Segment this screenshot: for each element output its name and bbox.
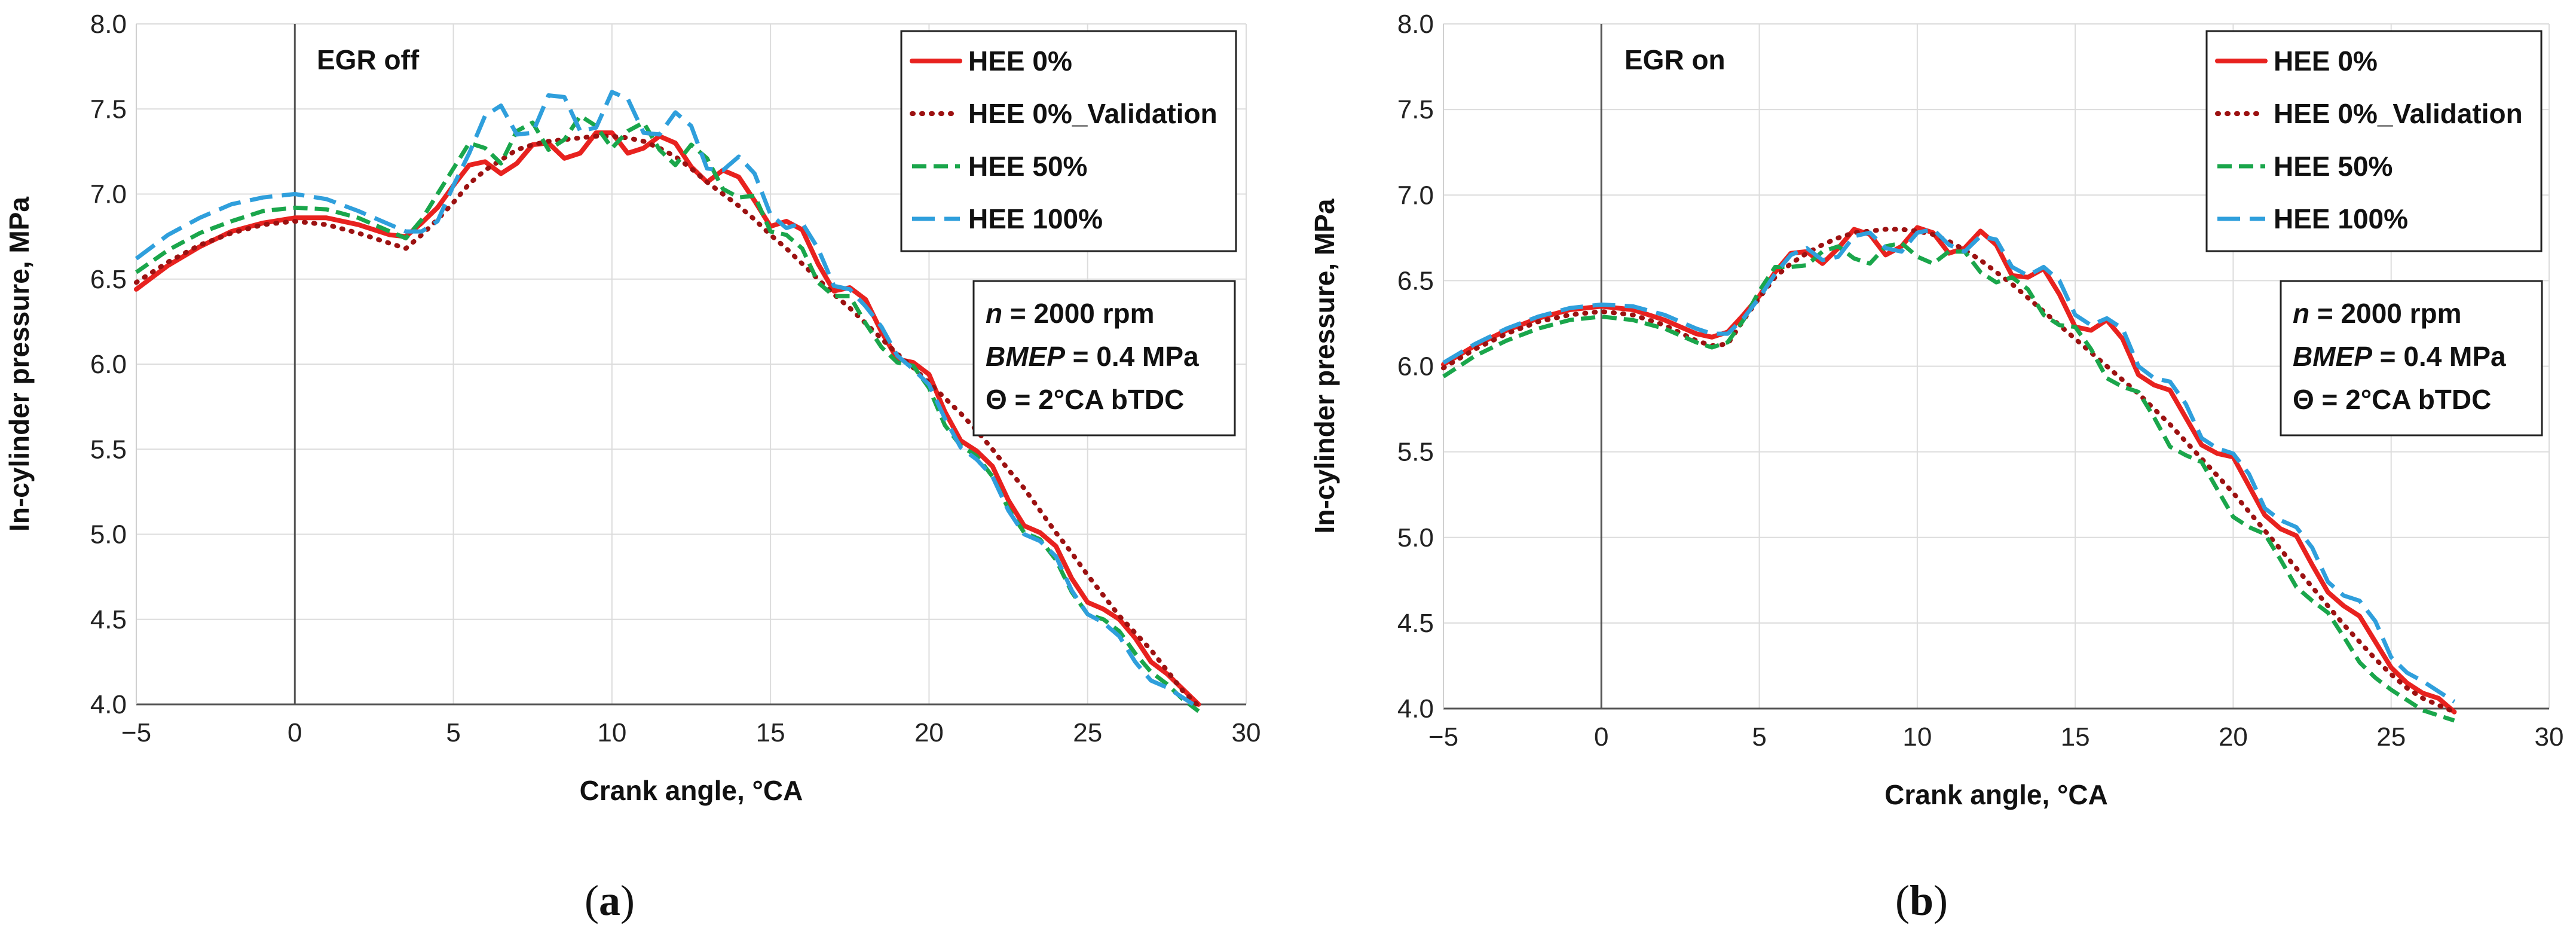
y-tick-label: 7.0	[90, 180, 127, 209]
legend: HEE 0% HEE 0%_Validation HEE 50% HEE 100%	[2205, 30, 2543, 252]
x-tick-label: 0	[287, 718, 302, 747]
x-tick-label: 0	[1594, 722, 1608, 752]
condition-symbol: BMEP	[986, 341, 1065, 372]
condition-line: BMEP = 0.4 MPa	[986, 341, 1199, 372]
legend-box	[900, 30, 1237, 252]
caption-paren-open: (	[1895, 877, 1910, 924]
condition-symbol: Θ	[2293, 384, 2314, 415]
conditions-frame	[2280, 280, 2543, 436]
condition-line: n = 2000 rpm	[2293, 298, 2462, 329]
x-tick-label: 10	[1902, 722, 1932, 752]
caption-letter: b	[1910, 877, 1933, 924]
caption-paren-close: )	[1933, 877, 1948, 924]
legend-label: HEE 50%	[968, 151, 1087, 182]
y-tick-label: 7.5	[90, 94, 127, 124]
legend: HEE 0% HEE 0%_Validation HEE 50% HEE 100%	[900, 30, 1237, 252]
condition-value: = 2°CA bTDC	[1007, 384, 1185, 415]
condition-value: = 2°CA bTDC	[2314, 384, 2492, 415]
condition-line: BMEP = 0.4 MPa	[2293, 341, 2506, 372]
conditions-box: n = 2000 rpm BMEP = 0.4 MPa Θ = 2°CA bTDC	[972, 280, 1236, 436]
panel-caption: (a)	[585, 877, 635, 924]
legend-label: HEE 0%	[2274, 45, 2378, 77]
y-tick-label: 5.0	[90, 520, 127, 550]
y-tick-label: 5.0	[1397, 523, 1434, 553]
y-axis-label: In-cylinder pressure, MPa	[1309, 199, 1340, 533]
x-axis-label: Crank angle, °CA	[1884, 779, 2108, 810]
legend-label: HEE 0%_Validation	[2274, 98, 2523, 129]
series-group	[134, 90, 1201, 713]
y-tick-label: 4.5	[1397, 609, 1434, 638]
series-line-1	[134, 133, 1201, 709]
series-line-3	[134, 90, 1200, 710]
x-tick-label: 30	[2535, 722, 2564, 752]
condition-value: = 0.4 MPa	[1065, 341, 1199, 372]
chart-panel-a: −5 0 5 10 15 20 25 30 4.0 4.5 5.0 5.5 6.0 6.5 7.0 7.5 8.…	[4, 10, 1261, 924]
y-tick-label: 5.5	[90, 435, 127, 464]
condition-value: = 2000 rpm	[2309, 298, 2461, 329]
y-axis-label: In-cylinder pressure, MPa	[4, 197, 35, 532]
condition-line: Θ = 2°CA bTDC	[2293, 384, 2491, 415]
series-group	[1441, 225, 2457, 723]
y-tick-label: 7.5	[1397, 95, 1434, 124]
caption-letter: a	[599, 877, 620, 924]
legend-label: HEE 0%_Validation	[968, 98, 1217, 129]
x-tick-label: 20	[2219, 722, 2248, 752]
x-axis-label: Crank angle, °CA	[580, 775, 803, 806]
chart-panel-b: −5 0 5 10 15 20 25 30 4.0 4.5 5.0 5.5 6.0 6.5 7.0 7.5 8.…	[1309, 10, 2563, 924]
y-tick-label: 4.5	[90, 605, 127, 634]
panel-caption: (b)	[1895, 877, 1948, 924]
x-tick-label: 5	[1752, 722, 1766, 752]
x-tick-label: −5	[1428, 722, 1458, 752]
legend-label: HEE 100%	[968, 203, 1103, 234]
condition-symbol: n	[986, 298, 1002, 329]
legend-label: HEE 100%	[2274, 203, 2408, 234]
y-tick-label: 5.5	[1397, 438, 1434, 467]
caption-paren-open: (	[585, 877, 599, 924]
x-tick-label: 15	[2061, 722, 2090, 752]
x-tick-label: −5	[121, 718, 151, 747]
series-line-1	[1441, 227, 2457, 715]
y-tick-label: 6.5	[90, 265, 127, 294]
x-tick-label: 25	[2376, 722, 2406, 752]
x-tick-label: 25	[1073, 718, 1102, 747]
condition-line: n = 2000 rpm	[986, 298, 1155, 329]
condition-line: Θ = 2°CA bTDC	[986, 384, 1184, 415]
series-line-3	[1442, 227, 2456, 704]
conditions-box: n = 2000 rpm BMEP = 0.4 MPa Θ = 2°CA bTDC	[2280, 280, 2543, 436]
egr-annotation: EGR on	[1624, 44, 1726, 75]
y-tick-label: 8.0	[1397, 10, 1434, 39]
conditions-frame	[972, 280, 1236, 436]
legend-label: HEE 0%	[968, 45, 1072, 77]
condition-symbol: n	[2293, 298, 2309, 329]
egr-annotation: EGR off	[317, 44, 420, 75]
y-tick-label: 4.0	[1397, 694, 1434, 724]
y-tick-label: 6.0	[90, 350, 127, 379]
x-tick-label: 10	[597, 718, 626, 747]
condition-symbol: BMEP	[2293, 341, 2372, 372]
legend-label: HEE 50%	[2274, 151, 2393, 182]
y-tick-label: 7.0	[1397, 181, 1434, 210]
condition-value: = 0.4 MPa	[2372, 341, 2506, 372]
y-tick-label: 4.0	[90, 690, 127, 719]
x-tick-label: 30	[1232, 718, 1261, 747]
x-tick-label: 20	[914, 718, 944, 747]
series-line-2	[134, 114, 1200, 713]
y-tick-label: 6.0	[1397, 352, 1434, 381]
legend-box	[2205, 30, 2543, 252]
condition-value: = 2000 rpm	[1002, 298, 1154, 329]
caption-paren-close: )	[620, 877, 635, 924]
y-tick-label: 8.0	[90, 10, 127, 39]
y-tick-label: 6.5	[1397, 266, 1434, 295]
series-line-2	[1442, 240, 2455, 723]
condition-symbol: Θ	[986, 384, 1007, 415]
x-tick-label: 5	[446, 718, 460, 747]
x-tick-label: 15	[756, 718, 785, 747]
